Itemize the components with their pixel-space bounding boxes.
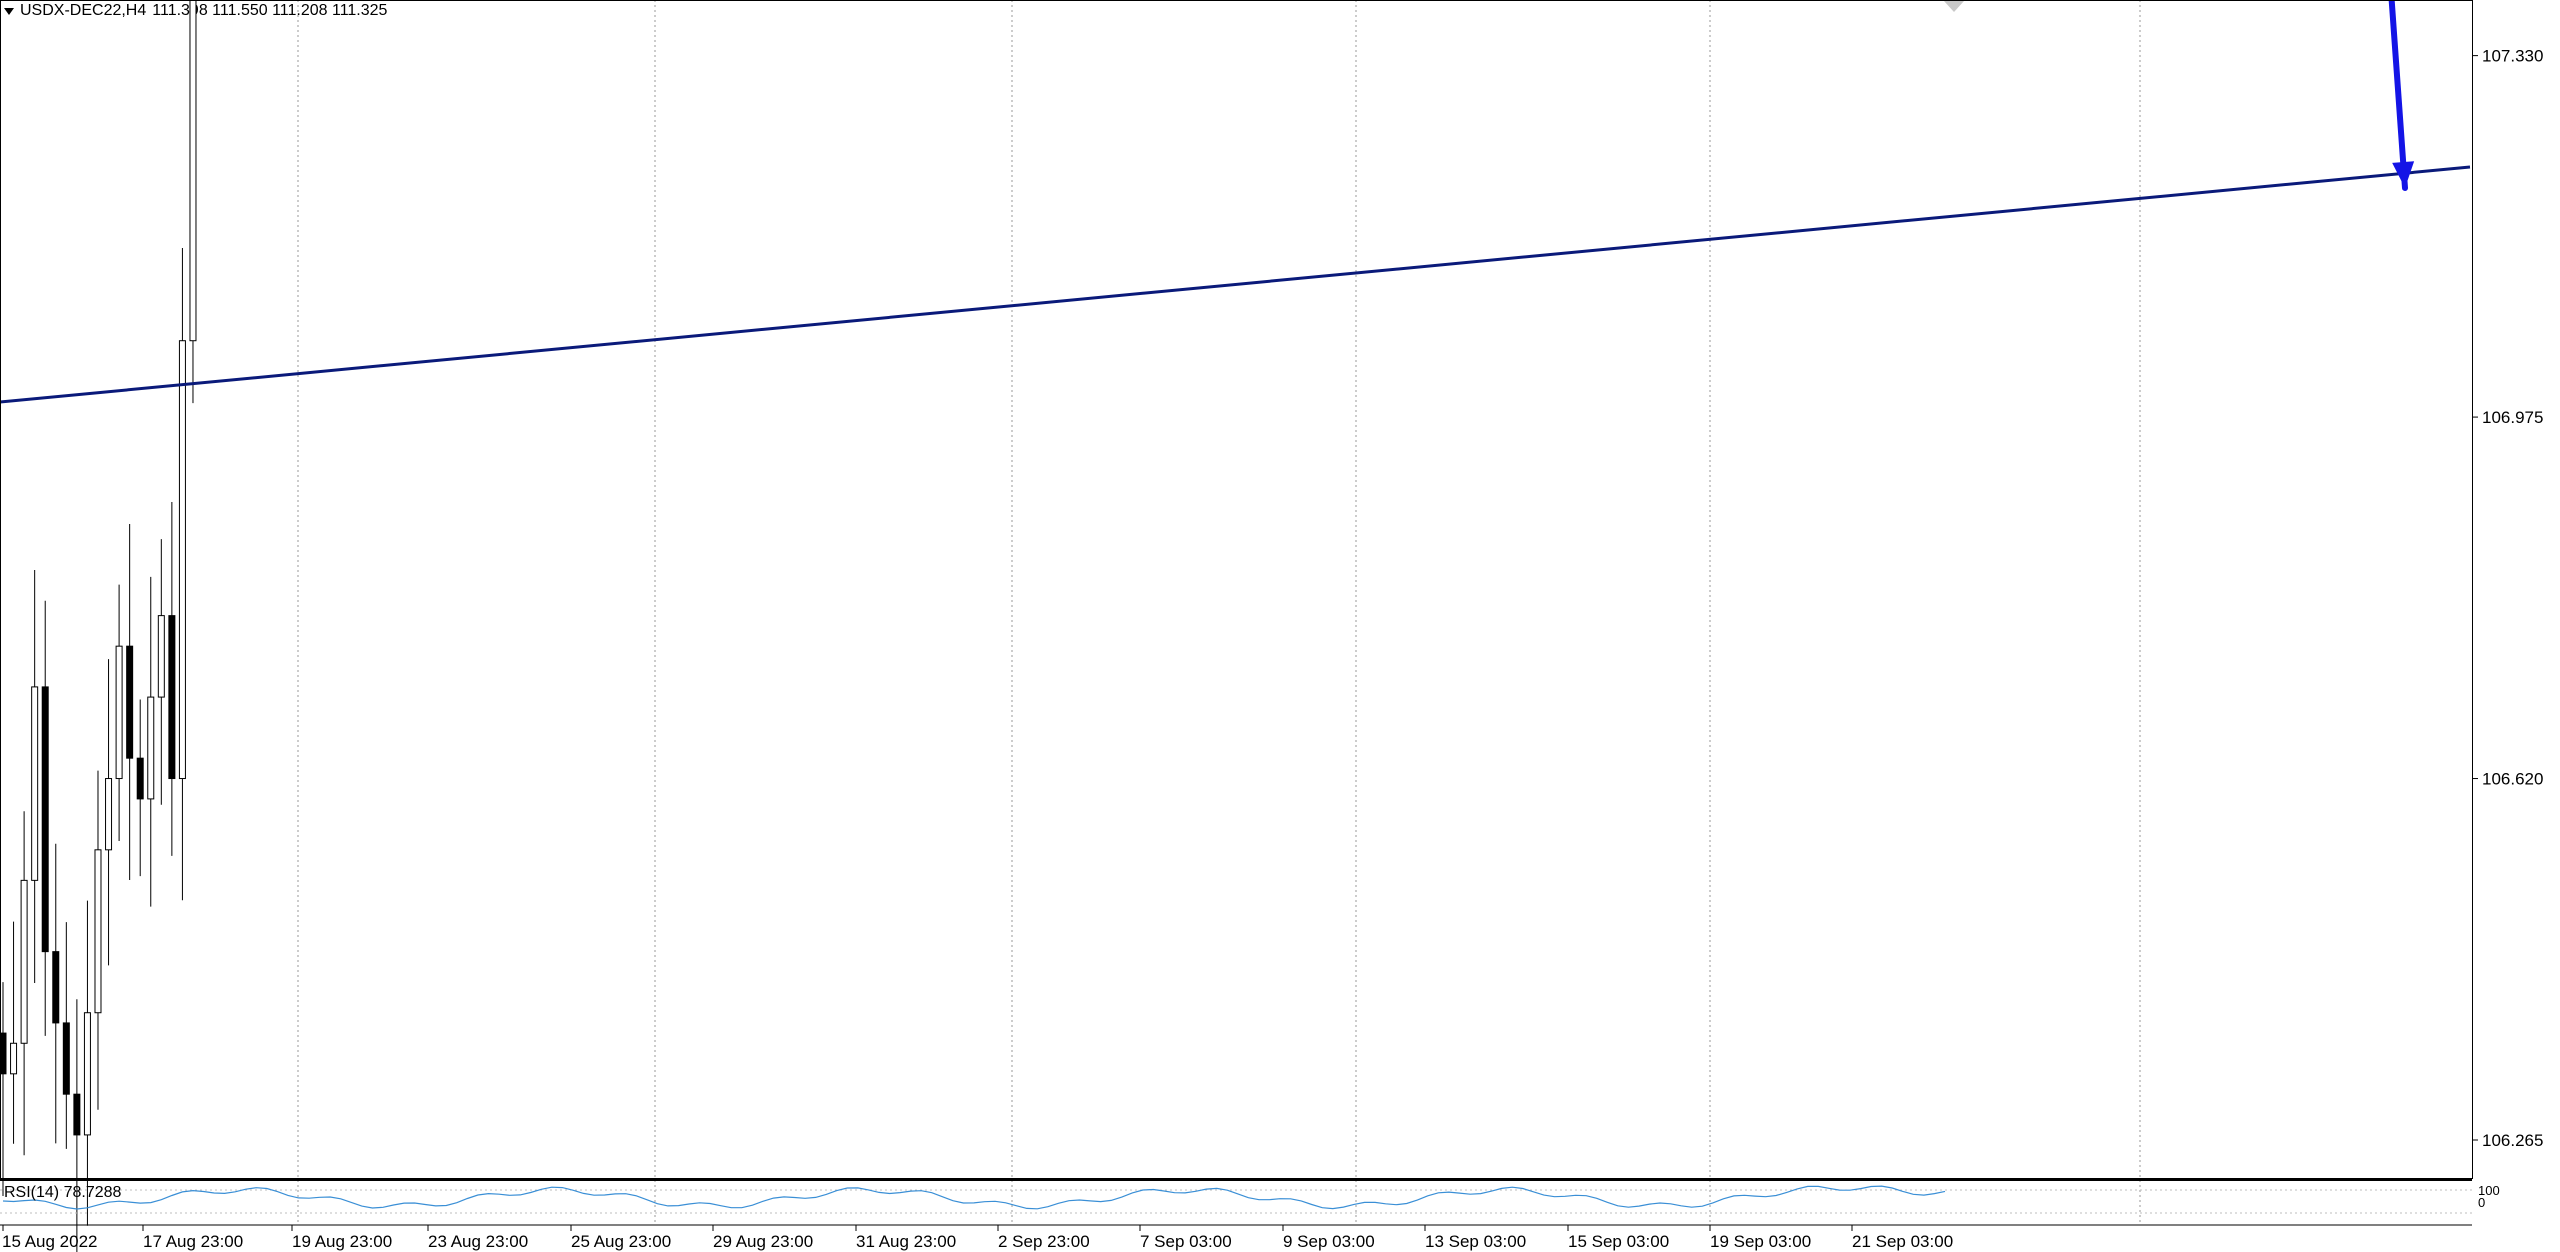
chart-menu-triangle-icon[interactable] xyxy=(4,7,14,15)
candle xyxy=(189,0,197,404)
current-bar-marker-icon xyxy=(1944,1,1964,12)
candle-body-bearish xyxy=(62,1022,70,1095)
time-axis-label: 19 Sep 03:00 xyxy=(1710,1232,1811,1251)
time-axis-label: 19 Aug 23:00 xyxy=(292,1232,392,1251)
candle-body-bullish xyxy=(157,615,165,698)
vertical-grid xyxy=(297,0,2141,1225)
candlestick-series xyxy=(0,0,197,1252)
candle-body-bearish xyxy=(52,951,60,1024)
time-axis-label: 2 Sep 23:00 xyxy=(998,1232,1090,1251)
candle xyxy=(0,982,7,1197)
candle xyxy=(20,811,28,1156)
price-axis-label: 106.620 xyxy=(2482,770,2543,789)
candle xyxy=(157,539,165,805)
candle-body-bearish xyxy=(136,757,144,800)
candle xyxy=(83,900,91,1226)
ascending-trendline xyxy=(0,165,2471,404)
plot-frame xyxy=(0,0,2473,1179)
candle xyxy=(147,576,155,907)
candle-body-bullish xyxy=(20,879,28,1044)
time-axis-label: 15 Aug 2022 xyxy=(2,1232,97,1251)
price-axis-label: 107.330 xyxy=(2482,47,2543,66)
candle xyxy=(73,999,81,1252)
time-axis-label: 21 Sep 03:00 xyxy=(1852,1232,1953,1251)
candle-body-bearish xyxy=(73,1093,81,1136)
candle-body-bearish xyxy=(126,645,134,759)
candle xyxy=(115,584,123,842)
chart-header: USDX-DEC22,H4 111.398 111.550 111.208 11… xyxy=(4,2,387,20)
time-axis-label: 17 Aug 23:00 xyxy=(143,1232,243,1251)
time-axis-label: 13 Sep 03:00 xyxy=(1425,1232,1526,1251)
rsi-scale-top: 100 xyxy=(2478,1183,2500,1198)
symbol-label: USDX-DEC22,H4 xyxy=(20,2,147,19)
candle xyxy=(178,248,186,901)
candle-body-bullish xyxy=(178,340,186,780)
candle-body-bullish xyxy=(94,849,102,1014)
rsi-line xyxy=(2,1185,1946,1210)
candle-body-bullish xyxy=(31,686,39,881)
ohlc-label: 111.398 111.550 111.208 111.325 xyxy=(152,2,388,19)
time-axis-label: 9 Sep 03:00 xyxy=(1283,1232,1375,1251)
price-axis-label: 106.975 xyxy=(2482,408,2543,427)
time-axis-label: 7 Sep 03:00 xyxy=(1140,1232,1232,1251)
time-axis-label: 23 Aug 23:00 xyxy=(428,1232,528,1251)
candle-body-bullish xyxy=(10,1042,18,1075)
candle xyxy=(168,502,176,856)
price-axis-label: 106.265 xyxy=(2482,1131,2543,1150)
time-axis-label: 31 Aug 23:00 xyxy=(856,1232,956,1251)
candle-body-bullish xyxy=(83,1012,91,1136)
drawing-objects-layer xyxy=(0,0,2471,404)
candle xyxy=(31,570,39,984)
candle xyxy=(126,524,134,880)
candle xyxy=(10,921,18,1144)
candle xyxy=(41,600,49,1036)
rsi-pane xyxy=(0,1179,2472,1214)
candle xyxy=(52,843,60,1144)
forecast-arrow-segment xyxy=(2388,0,2408,191)
rsi-indicator-label: RSI(14) 78.7288 xyxy=(4,1184,122,1201)
candle-body-bearish xyxy=(0,1032,7,1075)
rsi-scale-bottom: 0 xyxy=(2478,1195,2486,1210)
time-axis-label: 15 Sep 03:00 xyxy=(1568,1232,1669,1251)
candle xyxy=(105,659,113,966)
candle xyxy=(136,699,144,877)
time-axis-label: 29 Aug 23:00 xyxy=(713,1232,813,1251)
candle-body-bearish xyxy=(41,686,49,953)
candle-body-bearish xyxy=(168,615,176,780)
candle-body-bullish xyxy=(189,0,197,342)
forecast-arrowhead-final xyxy=(2392,161,2415,188)
candle xyxy=(94,770,102,1110)
candle-body-bullish xyxy=(147,696,155,800)
candle-body-bullish xyxy=(105,778,113,851)
candle xyxy=(62,922,70,1149)
time-axis-label: 25 Aug 23:00 xyxy=(571,1232,671,1251)
candle-body-bullish xyxy=(115,645,123,780)
